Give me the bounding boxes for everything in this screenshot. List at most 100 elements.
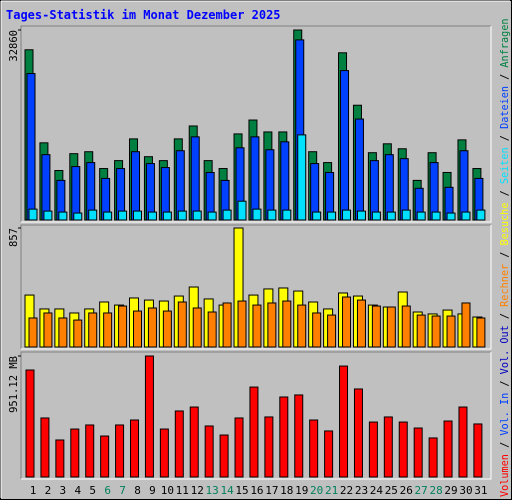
bar (327, 314, 337, 348)
bar (309, 419, 319, 478)
x-tick-label: 16 (250, 484, 263, 497)
chart-title: Tages-Statistik im Monat Dezember 2025 (6, 8, 281, 22)
bar (26, 73, 36, 221)
bar (267, 209, 277, 221)
bar (401, 305, 411, 348)
bar (369, 160, 379, 221)
x-tick-label: 27 (415, 484, 428, 497)
bar (416, 314, 426, 348)
bar (371, 211, 381, 221)
bar (147, 307, 157, 348)
bar (294, 394, 304, 478)
bar (131, 151, 141, 221)
bar (354, 118, 364, 221)
bar (386, 306, 396, 348)
x-tick-label: 22 (340, 484, 353, 497)
y-tick-label: 32860 (8, 30, 20, 62)
legend-entry: Volumen (500, 454, 511, 497)
bar (88, 209, 98, 221)
bar (222, 302, 232, 348)
bar (297, 304, 307, 348)
bar (133, 310, 143, 348)
x-tick-label: 23 (355, 484, 368, 497)
bar (282, 209, 292, 221)
bar (282, 300, 292, 348)
legend-entry: Vol. Out (500, 325, 511, 374)
x-tick-label: 8 (134, 484, 141, 497)
y-tick-label: 857 (8, 228, 20, 247)
legend-entry: Seiten (500, 147, 511, 184)
bar (145, 163, 155, 221)
legend-entry: Rechner (500, 264, 511, 307)
bevel (20, 25, 491, 222)
bar (234, 417, 244, 478)
bar (43, 210, 53, 221)
bar (85, 424, 95, 478)
x-tick-label: 21 (325, 484, 338, 497)
x-tick-label: 13 (206, 484, 219, 497)
bar (461, 211, 471, 221)
x-tick-label: 28 (429, 484, 442, 497)
bar (100, 435, 110, 478)
bar (428, 437, 438, 478)
bevel (20, 224, 491, 349)
bar (58, 211, 68, 221)
bar (476, 317, 486, 348)
legend-separator: / (500, 307, 511, 325)
bar (264, 416, 274, 478)
bar (73, 319, 83, 348)
bar (398, 421, 408, 478)
bar (73, 212, 83, 221)
bar (443, 420, 453, 478)
bar (250, 136, 260, 221)
x-tick-label: 29 (444, 484, 457, 497)
bar (342, 296, 352, 348)
bar (353, 388, 363, 478)
bevel (20, 351, 491, 479)
bar (327, 211, 337, 221)
bar (340, 70, 350, 221)
bar (324, 430, 334, 478)
bar (401, 209, 411, 221)
bar (204, 425, 214, 478)
bar (219, 434, 229, 478)
bar (339, 365, 349, 478)
bar (115, 424, 125, 478)
bar (237, 200, 247, 221)
legend-entry: Besuche (500, 203, 511, 246)
bar (118, 210, 128, 221)
bar (446, 212, 456, 221)
bar (222, 209, 232, 221)
bar (476, 209, 486, 221)
x-tick-label: 25 (385, 484, 398, 497)
x-tick-label: 14 (220, 484, 234, 497)
bar (147, 211, 157, 221)
x-tick-label: 5 (89, 484, 96, 497)
bar (252, 208, 262, 221)
bar (342, 209, 352, 221)
x-tick-label: 17 (265, 484, 278, 497)
x-tick-label: 2 (45, 484, 52, 497)
bar (192, 307, 202, 348)
bar (297, 134, 307, 221)
x-tick-label: 1 (30, 484, 37, 497)
legend-separator: / (500, 436, 511, 454)
bar (41, 154, 51, 221)
bar (356, 210, 366, 221)
legend-separator: / (500, 129, 511, 147)
x-tick-label: 24 (370, 484, 384, 497)
bar (71, 166, 81, 221)
bar (25, 369, 35, 478)
legend: Volumen / Vol. In / Vol. Out / Rechner /… (500, 19, 511, 498)
bar (162, 211, 172, 221)
bar (431, 315, 441, 348)
bar (207, 311, 217, 348)
bar (429, 162, 439, 221)
bar (118, 305, 128, 348)
bevel (21, 225, 492, 350)
bar (174, 410, 184, 478)
bar (88, 312, 98, 348)
bar (312, 211, 322, 221)
bar (103, 211, 113, 221)
legend-separator: / (500, 68, 511, 86)
